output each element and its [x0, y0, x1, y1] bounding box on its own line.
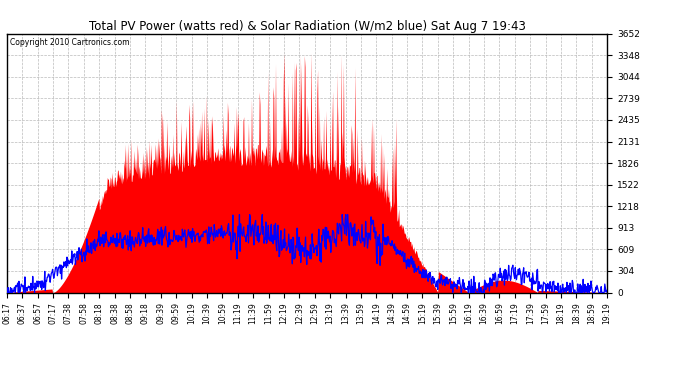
- Title: Total PV Power (watts red) & Solar Radiation (W/m2 blue) Sat Aug 7 19:43: Total PV Power (watts red) & Solar Radia…: [88, 20, 526, 33]
- Text: Copyright 2010 Cartronics.com: Copyright 2010 Cartronics.com: [10, 38, 130, 46]
